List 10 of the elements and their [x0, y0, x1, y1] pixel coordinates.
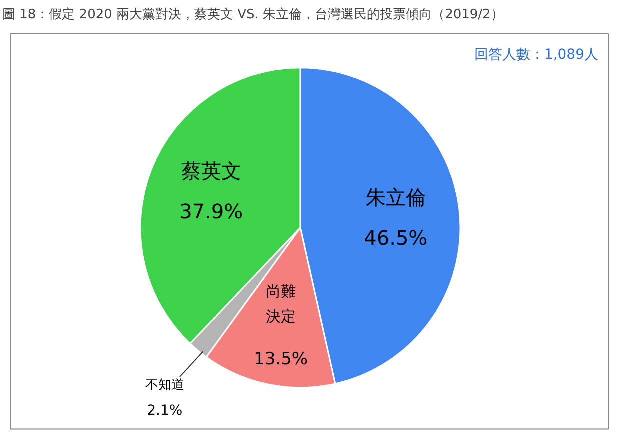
- slice-label: 尚難決定: [266, 282, 296, 326]
- data-label: 37.9%: [180, 199, 244, 224]
- text: 回答人數：1,089人: [474, 47, 599, 64]
- data-label: 13.5%: [254, 349, 308, 370]
- slice-label: 不知道: [145, 378, 184, 394]
- data-label: 46.5%: [364, 226, 428, 250]
- chart-title: 圖 18：假定 2020 兩大黨對決，蔡英文 VS. 朱立倫，台灣選民的投票傾向（2019/2）: [2, 6, 504, 22]
- data-label: 2.1%: [147, 402, 183, 419]
- slice-label: 朱立倫: [366, 186, 426, 210]
- slice-label: 蔡英文: [181, 158, 242, 183]
